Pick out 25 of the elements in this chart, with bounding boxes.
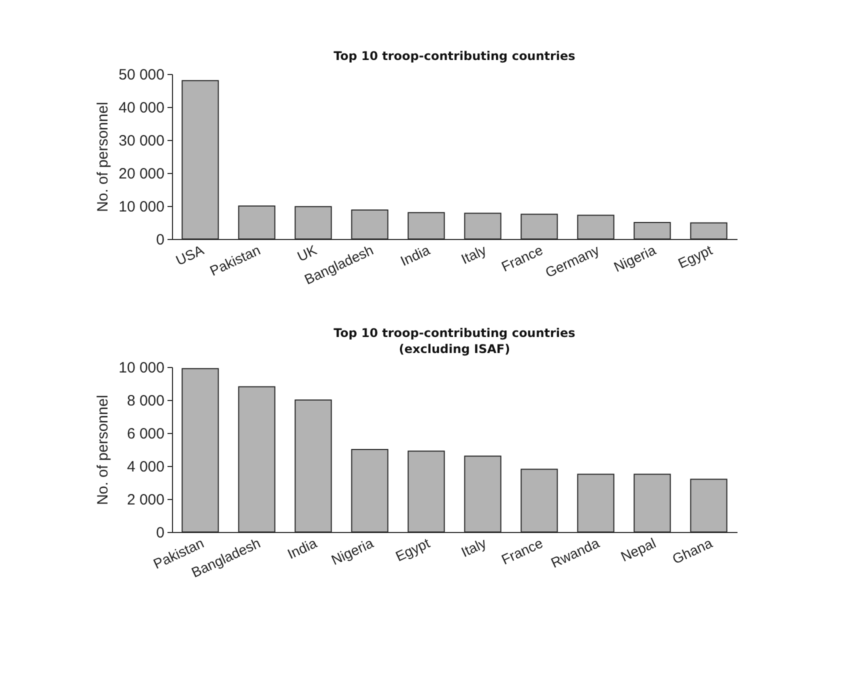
- text: (excluding ISAF): [398, 342, 510, 356]
- y-axis-title: No. of personnel: [94, 394, 112, 506]
- y-tick-label: 4 000: [126, 458, 164, 476]
- y-tick-label: 30 000: [118, 132, 164, 150]
- chart-title: Top 10 troop-contributing countries: [334, 49, 576, 63]
- y-tick-label: 10 000: [118, 360, 164, 376]
- x-tick-label: India: [398, 242, 432, 270]
- x-tick-label: Egypt: [392, 534, 432, 564]
- x-tick-label: USA: [173, 241, 207, 268]
- x-tick-label: Ghana: [670, 534, 715, 567]
- y-tick-label: 0: [156, 524, 164, 542]
- y-tick-label: 10 000: [118, 198, 164, 216]
- y-tick-label: 8 000: [126, 392, 164, 410]
- y-tick-label: 50 000: [118, 66, 164, 84]
- y-tick-label: 0: [156, 232, 164, 248]
- y-axis-title: No. of personnel: [94, 102, 112, 212]
- text: Top 10 troop-contributing countries: [334, 326, 576, 340]
- y-tick-label: 40 000: [118, 100, 164, 116]
- x-tick-label: India: [284, 534, 320, 562]
- x-tick-label: Egypt: [675, 242, 715, 272]
- y-tick-label: 6 000: [126, 426, 164, 442]
- y-tick-label: 2 000: [126, 492, 164, 508]
- x-tick-label: Italy: [458, 534, 489, 560]
- x-tick-label: Italy: [458, 242, 489, 268]
- y-tick-label: 20 000: [118, 166, 164, 182]
